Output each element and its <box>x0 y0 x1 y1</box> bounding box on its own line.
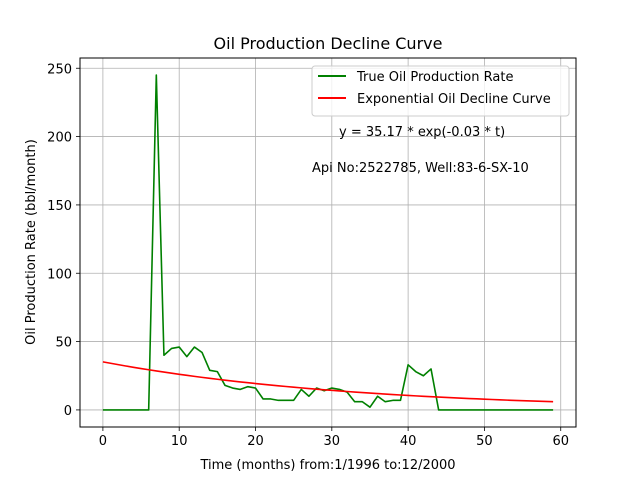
y-tick-label: 200 <box>47 131 72 146</box>
x-tick-label: 0 <box>99 434 107 449</box>
y-tick-label: 100 <box>47 267 72 282</box>
plot-frame <box>79 57 577 428</box>
y-tick-label: 50 <box>55 336 72 351</box>
x-tick-label: 10 <box>171 434 188 449</box>
ticks: 0 10 20 30 40 50 60 0 50 100 150 200 250 <box>47 62 569 449</box>
y-axis-label: Oil Production Rate (bbl/month) <box>24 139 39 345</box>
x-tick-label: 30 <box>324 434 341 449</box>
well-info-annotation: Api No:2522785, Well:83-6-SX-10 <box>312 161 529 176</box>
grid <box>80 58 576 427</box>
fit-equation-annotation: y = 35.17 * exp(-0.03 * t) <box>339 125 505 140</box>
x-tick-label: 50 <box>476 434 493 449</box>
x-tick-label: 60 <box>552 434 569 449</box>
y-tick-label: 0 <box>64 404 72 419</box>
legend-label-true-rate: True Oil Production Rate <box>356 70 513 85</box>
x-axis-label: Time (months) from:1/1996 to:12/2000 <box>199 458 455 473</box>
x-tick-label: 40 <box>400 434 417 449</box>
legend: True Oil Production Rate Exponential Oil… <box>311 65 570 117</box>
x-tick-label: 20 <box>247 434 264 449</box>
y-tick-label: 250 <box>47 62 72 77</box>
decline-curve-line <box>102 361 554 403</box>
chart-title: Oil Production Decline Curve <box>214 34 443 53</box>
y-tick-label: 150 <box>47 199 72 214</box>
legend-label-decline-curve: Exponential Oil Decline Curve <box>357 92 551 107</box>
legend-box <box>311 65 570 117</box>
series-layer <box>102 74 554 411</box>
